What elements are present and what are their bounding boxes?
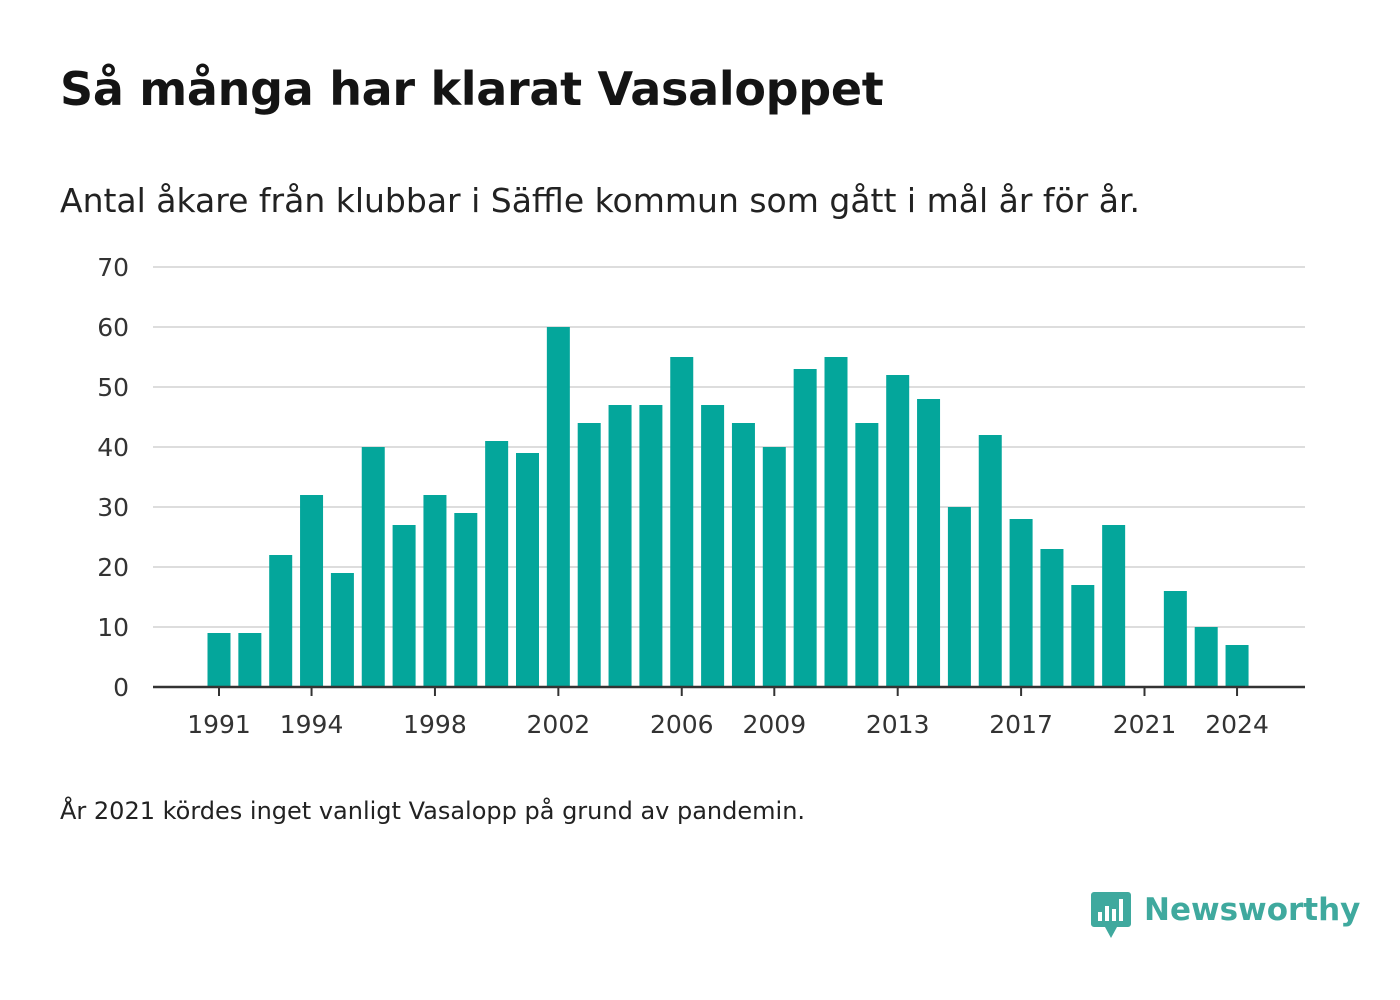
bar-1997	[392, 525, 416, 687]
y-tick-label: 0	[113, 673, 129, 702]
bar-1992	[238, 633, 262, 687]
bar-1996	[361, 447, 385, 687]
bar-2007	[701, 405, 725, 687]
x-tick-label: 2013	[866, 710, 930, 739]
bar-2015	[947, 507, 971, 687]
bar-2008	[731, 423, 755, 687]
x-tick-label: 2017	[989, 710, 1053, 739]
y-axis-tick-labels: 0 10 20 30 40 50 60 70	[97, 253, 129, 702]
bar-2001	[516, 453, 539, 687]
gridlines	[153, 266, 1305, 628]
x-axis	[153, 685, 1305, 696]
bar-2000	[485, 441, 509, 687]
bar-2013	[886, 375, 910, 687]
y-tick-label: 40	[97, 433, 129, 462]
y-tick-label: 30	[97, 493, 129, 522]
bar-2023	[1194, 627, 1218, 687]
bar-2010	[793, 369, 817, 687]
bar-2024	[1225, 645, 1249, 687]
bar-2005	[639, 405, 663, 687]
x-tick-label: 1998	[403, 710, 467, 739]
y-tick-label: 10	[97, 613, 129, 642]
bar-chart: 0 10 20 30 40 50 60 70 1991 1994 1998 2002 2006 2009…	[97, 253, 1305, 739]
bar-2006	[670, 357, 694, 687]
brand-name: Newsworthy	[1144, 892, 1361, 928]
bar-2022	[1163, 591, 1187, 687]
y-tick-label: 60	[97, 313, 129, 342]
bar-1998	[423, 495, 447, 687]
x-tick-label: 2006	[650, 710, 714, 739]
y-tick-label: 20	[97, 553, 129, 582]
bar-2011	[824, 357, 848, 687]
bar-2019	[1071, 585, 1095, 687]
x-tick-label: 1991	[187, 710, 251, 739]
bar-2012	[855, 423, 879, 687]
bar-2018	[1040, 549, 1064, 687]
x-tick-label: 2021	[1113, 710, 1177, 739]
bar-1991	[207, 633, 231, 687]
bar-2014	[917, 399, 941, 687]
x-tick-label: 2002	[527, 710, 591, 739]
bar-2017	[1009, 519, 1033, 687]
footnote: År 2021 kördes inget vanligt Vasalopp på…	[60, 797, 806, 825]
bar-1999	[454, 513, 478, 687]
bar-2009	[762, 447, 786, 687]
newsworthy-logo[interactable]: Newsworthy	[1090, 890, 1360, 942]
bar-1993	[269, 555, 293, 687]
x-tick-label: 2009	[742, 710, 806, 739]
bar-1994	[300, 495, 324, 687]
bar-2003	[577, 423, 601, 687]
bar-2020	[1102, 525, 1126, 687]
y-tick-label: 50	[97, 373, 129, 402]
x-axis-tick-labels: 1991 1994 1998 2002 2006 2009 2013 2017 2021 2024	[187, 710, 1269, 739]
bar-2016	[978, 435, 1002, 687]
bar-2002	[546, 327, 570, 687]
chart-title: Så många har klarat Vasaloppet	[60, 62, 884, 116]
x-tick-label: 2024	[1205, 710, 1269, 739]
y-tick-label: 70	[97, 253, 129, 282]
bars	[207, 327, 1249, 687]
bar-1995	[330, 573, 354, 687]
bar-2004	[608, 405, 632, 687]
x-tick-label: 1994	[280, 710, 344, 739]
chart-subtitle: Antal åkare från klubbar i Säffle kommun…	[60, 181, 1140, 220]
newsworthy-logo-icon	[1091, 892, 1131, 938]
